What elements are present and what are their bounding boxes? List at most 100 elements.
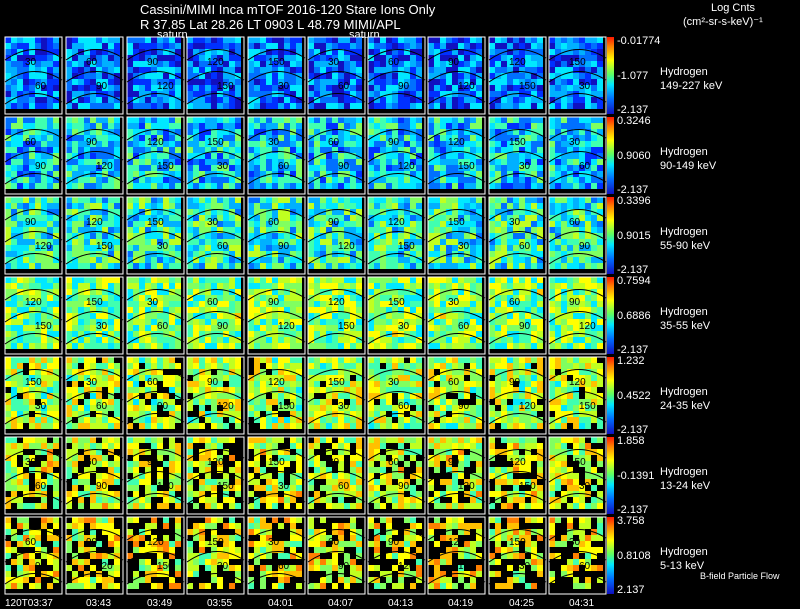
- energy-panel: 60 90: [186, 276, 245, 355]
- plot-title: Cassini/MIMI Inca mTOF 2016-120 Stare Io…: [140, 2, 436, 17]
- energy-panel: 120 150: [186, 36, 245, 115]
- energy-panel: 120 150: [4, 276, 63, 355]
- energy-panel: 90 120: [126, 36, 185, 115]
- contour-label: 30: [25, 457, 37, 468]
- contour-label: 60: [579, 161, 591, 172]
- contour-label: 150: [328, 377, 345, 388]
- energy-panel: 60 90: [126, 356, 185, 435]
- contour-label: 30: [25, 57, 37, 68]
- energy-panel: 60 90: [488, 276, 547, 355]
- energy-panel: 30 60: [548, 516, 607, 595]
- contour-label: 30: [86, 377, 98, 388]
- energy-panel: 90 120: [548, 276, 607, 355]
- contour-label: 60: [278, 161, 290, 172]
- contour-label: 150: [509, 537, 526, 548]
- contour-label: 90: [458, 401, 470, 412]
- time-tick-label: 04:25: [509, 598, 535, 609]
- energy-panel: 120 150: [488, 436, 547, 515]
- contour-label: 30: [519, 561, 531, 572]
- contour-label: 120: [569, 377, 586, 388]
- contour-label: 60: [86, 57, 98, 68]
- energy-panel: 60 90: [65, 436, 124, 515]
- contour-label: 60: [388, 457, 400, 468]
- colorbar-mid: 0.6886: [617, 310, 651, 322]
- contour-label: 120: [207, 457, 224, 468]
- contour-label: 30: [579, 481, 591, 492]
- contour-label: 90: [338, 561, 350, 572]
- colorbar-min: -2.137: [617, 504, 649, 516]
- contour-label: 150: [217, 481, 234, 492]
- energy-panel: 30 60: [186, 196, 245, 275]
- energy-panel: 150 30: [186, 116, 245, 195]
- contour-label: 30: [579, 81, 591, 92]
- contour-label: 150: [458, 561, 475, 572]
- species-label: Hydrogen: [660, 66, 708, 78]
- energy-panel: 150 30: [247, 436, 306, 515]
- contour-label: 150: [268, 457, 285, 468]
- colorbar: [607, 357, 614, 434]
- contour-label: 120: [147, 537, 164, 548]
- contour-label: 60: [207, 297, 219, 308]
- contour-label: 30: [448, 297, 460, 308]
- contour-label: 90: [268, 297, 280, 308]
- contour-label: 150: [25, 377, 42, 388]
- contour-label: 150: [96, 241, 113, 252]
- time-tick-label: 03:49: [147, 598, 173, 609]
- energy-panel: 120 150: [247, 356, 306, 435]
- contour-label: 90: [35, 161, 47, 172]
- contour-label: 90: [278, 241, 290, 252]
- contour-label: 120: [579, 321, 596, 332]
- energy-panel: 30 60: [4, 436, 63, 515]
- colorbar-mid: 0.8108: [617, 550, 651, 562]
- energy-label: 55-90 keV: [660, 240, 711, 252]
- time-tick-label: 04:13: [388, 598, 414, 609]
- contour-label: 30: [338, 401, 350, 412]
- energy-panel: 60 90: [307, 516, 366, 595]
- contour-label: 90: [25, 217, 37, 228]
- contour-label: 90: [388, 537, 400, 548]
- energy-panel: 150 30: [126, 196, 185, 275]
- energy-label: 13-24 keV: [660, 480, 711, 492]
- contour-label: 150: [579, 401, 596, 412]
- contour-label: 30: [398, 321, 410, 332]
- contour-label: 30: [328, 457, 340, 468]
- contour-label: 60: [147, 377, 159, 388]
- contour-label: 30: [278, 81, 290, 92]
- energy-panel: 90 120: [247, 276, 306, 355]
- contour-label: 60: [388, 57, 400, 68]
- contour-label: 120: [25, 297, 42, 308]
- contour-label: 150: [569, 457, 586, 468]
- contour-label: 60: [398, 401, 410, 412]
- contour-label: 120: [458, 481, 475, 492]
- contour-label: 90: [96, 81, 108, 92]
- energy-panel: 30 60: [427, 276, 486, 355]
- contour-label: 60: [278, 561, 290, 572]
- species-label: Hydrogen: [660, 546, 708, 558]
- contour-label: 150: [448, 217, 465, 228]
- energy-panel: 30 60: [367, 356, 426, 435]
- contour-label: 30: [217, 561, 229, 572]
- contour-label: 90: [388, 137, 400, 148]
- energy-panel: 150 30: [4, 356, 63, 435]
- colorbar-mid: 0.9015: [617, 230, 651, 242]
- colorbar-max: 0.3246: [617, 115, 651, 127]
- energy-panel: 150 30: [488, 516, 547, 595]
- time-tick-label: 04:07: [328, 598, 354, 609]
- contour-label: 120: [448, 137, 465, 148]
- contour-label: 120: [147, 137, 164, 148]
- energy-panel: 60 90: [247, 196, 306, 275]
- contour-label: 120: [217, 401, 234, 412]
- energy-panel: 60 90: [65, 36, 124, 115]
- energy-panel: 60 90: [548, 196, 607, 275]
- contour-label: 120: [96, 161, 113, 172]
- contour-label: 120: [157, 481, 174, 492]
- contour-label: 150: [86, 297, 103, 308]
- colorbar: [607, 117, 614, 194]
- energy-panel: 90 120: [65, 116, 124, 195]
- energy-panel: 90 120: [367, 116, 426, 195]
- colorbar-mid: -1.077: [617, 70, 649, 82]
- energy-panel: 150 30: [65, 276, 124, 355]
- energy-panel: 90 120: [488, 356, 547, 435]
- contour-label: 120: [448, 537, 465, 548]
